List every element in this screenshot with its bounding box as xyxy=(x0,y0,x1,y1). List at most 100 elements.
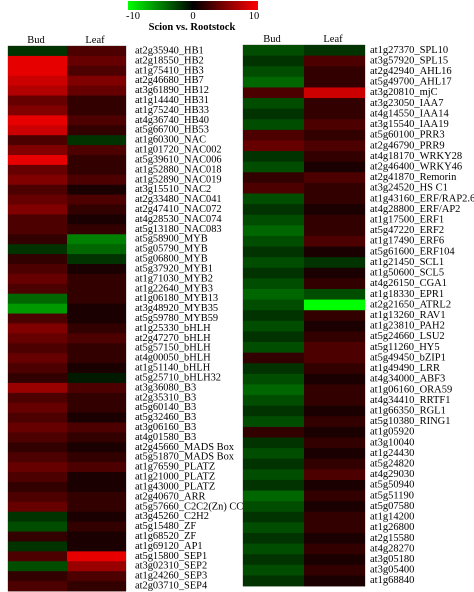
heatmap-cell-leaf xyxy=(67,531,126,542)
scale-mid-label: 0 xyxy=(190,11,195,22)
gene-label: at2g33480_NAC041 xyxy=(135,194,222,205)
heatmap-cell-bud xyxy=(243,469,304,481)
heatmap-cell-bud xyxy=(243,490,304,502)
heatmap-cell-leaf xyxy=(304,225,365,237)
gene-label: at1g17490_ERF6 xyxy=(370,236,444,247)
heatmap-cell-leaf xyxy=(67,115,126,126)
heatmap-panel-left: at2g35940_HB1at2g18550_HB2at1g75410_HB3a… xyxy=(7,45,243,592)
heatmap-cell-bud xyxy=(8,244,67,255)
heatmap-cell-leaf xyxy=(304,501,365,513)
gene-label: at5g60140_B3 xyxy=(135,402,196,413)
heatmap-cell-leaf xyxy=(67,254,126,265)
gene-label: at1g76590_PLATZ xyxy=(135,462,215,473)
heatmap-cell-leaf xyxy=(67,303,126,314)
heatmap-cell-bud xyxy=(243,458,304,470)
scale-max-label: 10 xyxy=(249,11,260,22)
heatmap-cell-bud xyxy=(243,235,304,247)
heatmap-cell-leaf xyxy=(304,193,365,205)
gene-label: at3g48920_MYB35 xyxy=(135,303,218,314)
heatmap-cell-bud xyxy=(8,422,67,433)
heatmap-cell-bud xyxy=(243,278,304,290)
heatmap-cell-leaf xyxy=(67,561,126,572)
heatmap-cell-leaf xyxy=(304,564,365,576)
gene-label: at3g05400 xyxy=(370,565,414,576)
heatmap-cell-bud xyxy=(8,561,67,572)
gene-label: at2g15580 xyxy=(370,533,414,544)
gene-label: at5g15480_ZF xyxy=(135,521,196,532)
panel1-col-leaf: Leaf xyxy=(85,35,105,46)
heatmap-cell-bud xyxy=(8,501,67,513)
heatmap-cell-leaf xyxy=(67,422,126,433)
gene-label: at1g14200 xyxy=(370,512,414,523)
heatmap-cell-leaf xyxy=(304,395,365,407)
heatmap-cell-leaf xyxy=(304,554,365,566)
heatmap-cell-bud xyxy=(8,85,67,96)
heatmap-cell-leaf xyxy=(304,532,365,544)
heatmap-cell-bud xyxy=(243,395,304,407)
gene-label: at3g06160_B3 xyxy=(135,422,196,433)
heatmap-cell-bud xyxy=(8,482,67,493)
heatmap-cell-leaf xyxy=(304,278,365,290)
gene-label: at3g23050_IAA7 xyxy=(370,98,444,109)
heatmap-cell-leaf xyxy=(304,320,365,332)
heatmap-cell-leaf xyxy=(67,234,126,245)
heatmap-cell-bud xyxy=(8,214,67,225)
heatmap-cell-bud xyxy=(8,363,67,374)
heatmap-cell-leaf xyxy=(304,172,365,184)
heatmap-cell-bud xyxy=(243,45,304,57)
heatmap-cell-leaf xyxy=(304,310,365,322)
heatmap-cell-leaf xyxy=(67,363,126,374)
heatmap-cell-bud xyxy=(243,310,304,322)
heatmap-cell-leaf xyxy=(304,55,365,67)
gene-label: at4g34000_ABF3 xyxy=(370,374,445,385)
heatmap-cell-leaf xyxy=(67,551,126,562)
heatmap-cell-leaf xyxy=(304,288,365,300)
heatmap-cell-leaf xyxy=(304,76,365,88)
gene-label: at4g28530_NAC074 xyxy=(135,214,222,225)
heatmap-cell-bud xyxy=(243,479,304,491)
gene-label: at5g05790_MYB xyxy=(135,244,208,255)
heatmap-cell-leaf xyxy=(67,571,126,582)
heatmap-cell-leaf xyxy=(304,66,365,78)
heatmap-cell-leaf xyxy=(67,373,126,384)
gene-label: at1g26800 xyxy=(370,522,414,533)
heatmap-cell-leaf xyxy=(67,55,126,67)
heatmap-cell-leaf xyxy=(67,452,126,463)
heatmap-cell-bud xyxy=(8,293,67,305)
heatmap-cell-bud xyxy=(8,581,67,592)
heatmap-cell-leaf xyxy=(304,575,365,587)
heatmap-cell-bud xyxy=(8,164,67,176)
heatmap-cell-leaf xyxy=(67,462,126,473)
heatmap-cell-leaf xyxy=(67,46,126,57)
heatmap-cell-bud xyxy=(243,108,304,120)
gene-label: at5g60100_PRR3 xyxy=(370,130,445,141)
gene-label: at2g46400_WRKY46 xyxy=(370,161,462,172)
heatmap-cell-leaf xyxy=(67,353,126,364)
heatmap-cell-leaf xyxy=(67,155,126,166)
heatmap-cell-bud xyxy=(8,283,67,295)
heatmap-cell-leaf xyxy=(304,437,365,449)
gene-label: at5g51190 xyxy=(370,490,414,501)
color-scale-bar xyxy=(128,1,258,10)
heatmap-cell-leaf xyxy=(67,164,126,176)
gene-label: at1g43160_ERF/RAP2.6 xyxy=(370,193,474,204)
heatmap-cell-leaf xyxy=(304,204,365,216)
gene-label: at5g57660_C2C2(Zn) CC xyxy=(135,501,243,512)
gene-label: at1g52880_NAC018 xyxy=(135,164,222,175)
gene-label: at4g36740_HB40 xyxy=(135,115,209,126)
heatmap-cell-bud xyxy=(8,125,67,136)
heatmap-cell-bud xyxy=(8,105,67,116)
heatmap-cell-bud xyxy=(8,472,67,483)
gene-label: at1g60300_NAC xyxy=(135,135,206,146)
gene-label: at5g49700_AHL17 xyxy=(370,77,452,88)
heatmap-cell-bud xyxy=(8,174,67,186)
heatmap-cell-leaf xyxy=(304,384,365,396)
gene-label: at5g59780_MYB59 xyxy=(135,313,218,324)
gene-label: at1g50600_SCL5 xyxy=(370,268,444,279)
heatmap-cell-leaf xyxy=(67,511,126,523)
heatmap-cell-bud xyxy=(243,257,304,269)
gene-label: at1g21000_PLATZ xyxy=(135,472,215,483)
gene-label: at5g37920_MYB1 xyxy=(135,263,213,274)
heatmap-cell-bud xyxy=(243,140,304,152)
heatmap-cell-bud xyxy=(243,66,304,78)
